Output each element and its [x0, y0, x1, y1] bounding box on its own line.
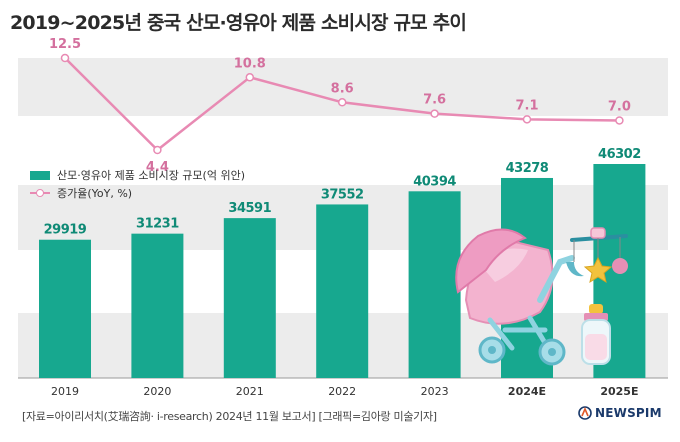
brand-logo: NEWSPIM: [578, 406, 662, 420]
growth-value-2023: 7.6: [423, 93, 446, 108]
bar-value-2019: 29919: [44, 223, 87, 238]
growth-point-2024E: [522, 115, 532, 124]
growth-point-2020: [153, 145, 162, 155]
title: 2019~2025년 중국 산모·영유아 제품 소비시장 규모 추이: [10, 12, 467, 34]
newspim-logo-icon: [578, 406, 592, 420]
x-tick-labels: 2019 2020 2021 2022 2023 2024E 2025E: [51, 385, 638, 398]
bar-2020: [131, 233, 184, 378]
growth-line-series: [60, 53, 624, 155]
x-tick-2021: 2021: [236, 385, 264, 398]
x-tick-2024E: 2024E: [508, 385, 546, 398]
growth-value-labels: 12.5 4.4 10.8 8.6 7.6 7.1 7.0: [49, 37, 631, 175]
x-tick-2022: 2022: [328, 385, 356, 398]
bar-value-2024E: 43278: [506, 161, 549, 176]
bar-value-2021: 34591: [228, 201, 271, 216]
bar-value-labels: 29919 31231 34591 37552 40394 43278 46302: [44, 147, 642, 238]
bar-2019: [39, 239, 91, 378]
growth-value-2021: 10.8: [234, 56, 266, 71]
growth-value-2019: 12.5: [49, 37, 81, 52]
growth-value-2024E: 7.1: [515, 98, 538, 113]
bar-value-2023: 40394: [413, 174, 456, 189]
legend-line-swatch: [30, 188, 50, 198]
growth-point-2025E: [615, 116, 624, 125]
footer-source: [자료=아이리서치(艾瑞咨詢· i-research) 2024년 11월 보고…: [22, 410, 437, 423]
legend-bar-label: 산모·영유아 제품 소비시장 규모(억 위안): [57, 169, 245, 182]
growth-point-2019: [60, 53, 70, 63]
bar-2022: [316, 204, 369, 378]
growth-value-2020: 4.4: [146, 160, 169, 175]
x-tick-2025E: 2025E: [600, 385, 638, 398]
brand-text: NEWSPIM: [595, 406, 662, 420]
baby-stroller-illustration: [455, 227, 628, 366]
bar-2021: [223, 218, 276, 378]
growth-point-2022: [337, 98, 347, 107]
growth-value-2022: 8.6: [331, 81, 354, 96]
bar-value-2022: 37552: [321, 187, 364, 202]
legend-bar-swatch: [30, 170, 50, 180]
legend-bar: 산모·영유아 제품 소비시장 규모(억 위안): [30, 167, 245, 183]
x-tick-2023: 2023: [421, 385, 449, 398]
growth-point-2021: [245, 73, 255, 82]
legend-line-label: 증가율(YoY, %): [57, 187, 133, 200]
bar-2023: [408, 191, 461, 378]
bar-value-2025E: 46302: [598, 147, 641, 162]
growth-value-2025E: 7.0: [608, 99, 631, 114]
legend-line: 증가율(YoY, %): [30, 185, 132, 201]
x-tick-2019: 2019: [51, 385, 79, 398]
bar-value-2020: 31231: [136, 217, 179, 232]
growth-point-2023: [430, 109, 439, 118]
x-tick-2020: 2020: [143, 385, 171, 398]
